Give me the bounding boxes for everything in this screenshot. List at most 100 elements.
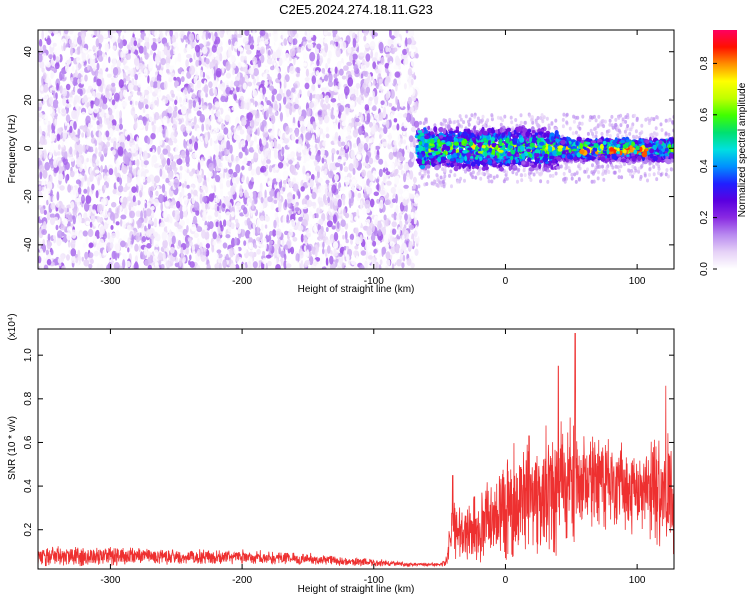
heatmap-cell xyxy=(65,103,72,108)
heatmap-cell xyxy=(372,61,377,70)
heatmap-cell xyxy=(307,232,311,238)
heatmap-cell xyxy=(377,53,381,62)
heatmap-cell xyxy=(402,131,406,136)
heatmap-cell xyxy=(259,232,263,240)
heatmap-cell xyxy=(144,190,148,201)
heatmap-cell xyxy=(195,59,200,67)
heatmap-cell xyxy=(397,226,401,237)
heatmap-cell xyxy=(268,32,272,37)
heatmap-cell xyxy=(288,229,293,238)
heatmap-cell xyxy=(48,96,54,105)
heatmap-cell xyxy=(285,244,288,251)
heatmap-cell xyxy=(266,57,273,65)
heatmap-cell xyxy=(249,192,254,199)
heatmap-cell xyxy=(280,239,286,246)
heatmap-cell xyxy=(96,50,103,57)
heatmap-cell xyxy=(293,103,299,110)
heatmap-cell xyxy=(155,38,162,43)
heatmap-cell xyxy=(96,204,101,213)
heatmap-cell xyxy=(45,30,48,40)
heatmap-cell xyxy=(168,77,173,83)
heatmap-cell xyxy=(186,54,192,59)
heatmap-cell xyxy=(65,83,71,91)
heatmap-cell xyxy=(319,50,325,55)
heatmap-cell xyxy=(164,190,167,197)
heatmap-cell xyxy=(304,260,311,266)
heatmap-cell xyxy=(72,186,76,196)
heatmap-cell xyxy=(166,167,171,174)
heatmap-cell xyxy=(65,114,71,124)
heatmap-cell xyxy=(38,38,43,48)
heatmap-cell xyxy=(332,214,337,224)
heatmap-cell xyxy=(183,35,188,40)
heatmap-cell xyxy=(136,90,141,96)
heatmap-cell xyxy=(180,246,184,257)
heatmap-cell xyxy=(358,52,365,57)
heatmap-cell xyxy=(255,118,261,122)
heatmap-cell xyxy=(41,67,45,73)
heatmap-cell xyxy=(324,43,329,53)
heatmap-cell xyxy=(97,74,104,80)
heatmap-cell xyxy=(282,214,286,225)
heatmap-cell xyxy=(324,248,328,257)
heatmap-cell xyxy=(146,243,152,249)
heatmap-cell xyxy=(290,218,296,229)
heatmap-cell xyxy=(213,72,217,81)
heatmap-cell xyxy=(228,168,234,175)
heatmap-cell xyxy=(46,241,52,250)
heatmap-cell xyxy=(151,158,155,168)
heatmap-cell xyxy=(347,135,352,140)
heatmap-cell xyxy=(245,151,248,156)
heatmap-cell xyxy=(346,125,352,133)
heatmap-cell xyxy=(403,184,409,189)
heatmap-cell xyxy=(104,209,108,215)
heatmap-cell xyxy=(237,47,244,52)
heatmap-cell xyxy=(53,89,56,99)
heatmap-cell xyxy=(347,77,354,87)
heatmap-cell xyxy=(363,142,369,151)
heatmap-cell xyxy=(41,229,47,235)
heatmap-cell xyxy=(139,96,145,103)
heatmap-cell xyxy=(370,125,376,135)
heatmap-cell xyxy=(214,253,219,260)
heatmap-cell xyxy=(379,199,384,210)
heatmap-cell xyxy=(229,263,236,269)
heatmap-cell xyxy=(50,202,56,210)
heatmap-cell xyxy=(205,243,210,249)
heatmap-cell xyxy=(176,86,181,92)
heatmap-cell xyxy=(50,70,55,79)
heatmap-cell xyxy=(62,219,68,226)
heatmap-cell xyxy=(140,251,143,260)
heatmap-cell xyxy=(179,257,182,268)
heatmap-cell xyxy=(154,112,160,121)
heatmap-cell xyxy=(140,85,144,93)
heatmap-cell xyxy=(77,128,81,137)
heatmap-cell xyxy=(153,198,160,207)
heatmap-cell xyxy=(363,35,367,42)
heatmap-cell xyxy=(197,249,201,257)
heatmap-cell xyxy=(72,215,77,225)
heatmap-cell xyxy=(183,212,186,218)
heatmap-cell xyxy=(138,100,144,110)
heatmap-cell xyxy=(85,136,91,146)
heatmap-cell xyxy=(361,169,367,178)
heatmap-cell xyxy=(96,78,102,87)
heatmap-cell xyxy=(127,95,132,101)
heatmap-cell xyxy=(303,41,306,47)
heatmap-cell xyxy=(149,86,153,94)
heatmap-cell xyxy=(378,168,383,178)
heatmap-cell xyxy=(73,121,77,130)
heatmap-cell xyxy=(93,106,99,114)
heatmap-cell xyxy=(208,81,213,89)
heatmap-cell xyxy=(290,165,296,175)
heatmap-cell xyxy=(252,141,257,151)
heatmap-cell xyxy=(410,78,414,86)
heatmap-cell xyxy=(87,228,94,238)
heatmap-cell xyxy=(373,162,378,167)
heatmap-cell xyxy=(394,71,401,78)
heatmap-cell xyxy=(185,154,190,165)
heatmap-cell xyxy=(73,149,76,156)
heatmap-cell xyxy=(274,111,279,116)
heatmap-cell xyxy=(110,225,114,230)
heatmap-cell xyxy=(130,68,134,78)
